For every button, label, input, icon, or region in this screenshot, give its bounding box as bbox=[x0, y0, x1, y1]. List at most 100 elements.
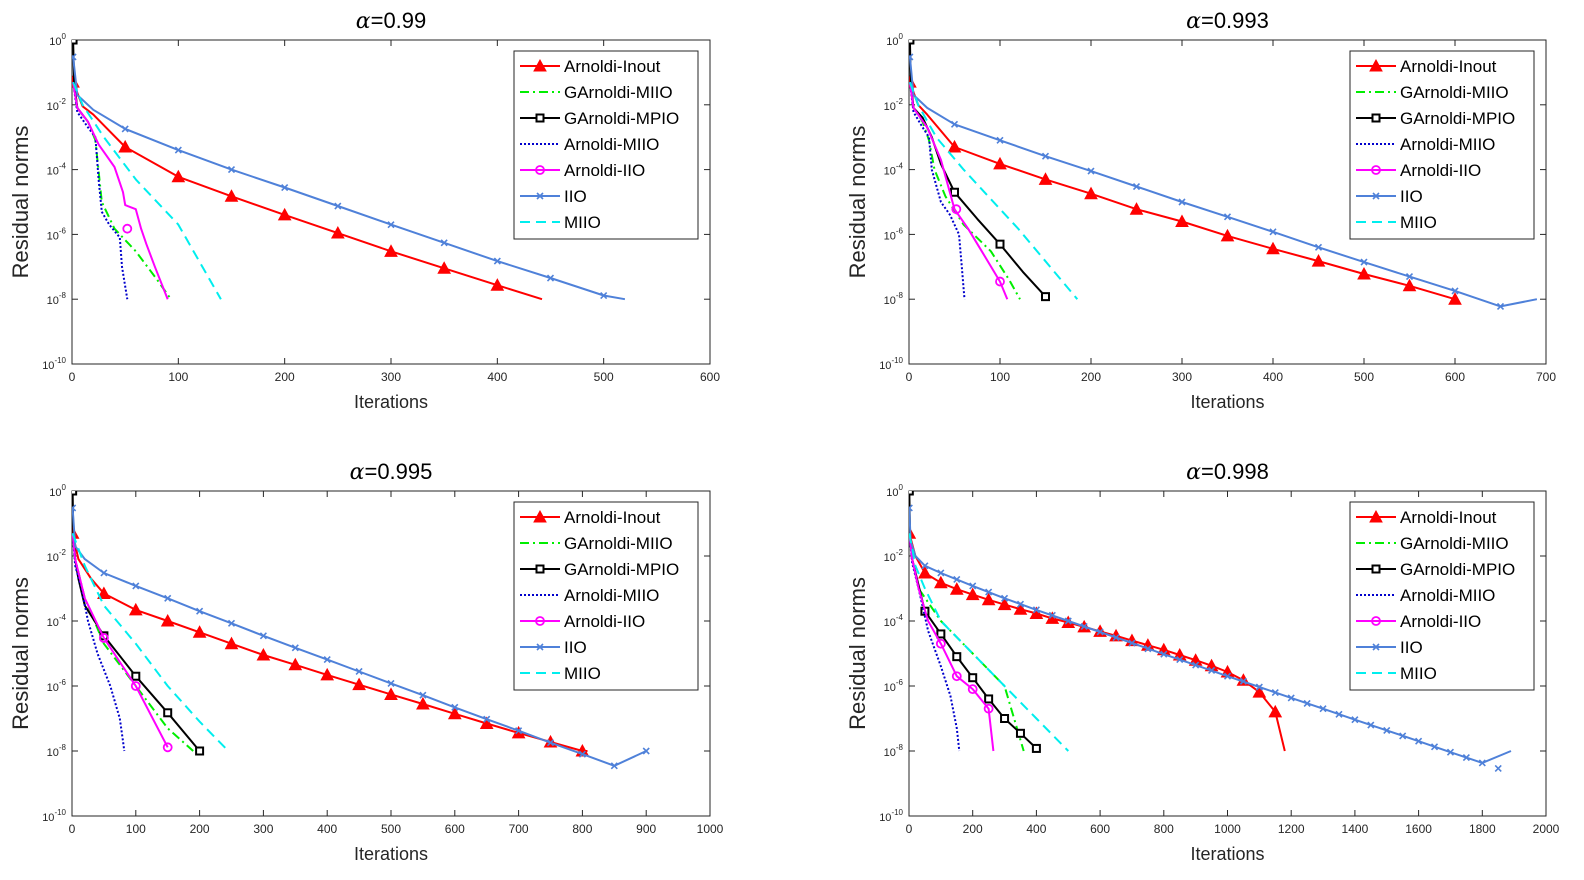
series-marker-iio bbox=[996, 136, 1004, 144]
x-tick-label: 0 bbox=[69, 822, 76, 836]
x-tick-label: 0 bbox=[69, 370, 76, 384]
chart-panel-3: 0 200 400 600 800 1000 1200 1400 1600 1800 2000100… bbox=[845, 459, 1560, 864]
legend-label-arnoldi-miio: Arnoldi-MIIO bbox=[1400, 135, 1495, 154]
x-tick-label: 1400 bbox=[1342, 822, 1369, 836]
series-marker-iio bbox=[440, 239, 448, 247]
series-marker-arnoldi-inout bbox=[192, 625, 207, 638]
series-marker-iio bbox=[100, 569, 108, 577]
x-tick-label: 600 bbox=[445, 822, 465, 836]
series-marker-iio bbox=[1319, 705, 1327, 713]
y-tick-exponent: -6 bbox=[896, 678, 904, 687]
legend-marker-garnoldi-mpio bbox=[535, 113, 545, 123]
series-line-arnoldi-iio bbox=[72, 533, 169, 748]
series-group bbox=[909, 40, 1538, 310]
y-tick-exponent: -6 bbox=[59, 678, 67, 687]
legend-label-arnoldi-miio: Arnoldi-MIIO bbox=[564, 586, 659, 605]
legend-marker-arnoldi-inout bbox=[1369, 58, 1383, 72]
x-tick-label: 200 bbox=[963, 822, 983, 836]
x-tick-label: 1800 bbox=[1469, 822, 1496, 836]
legend-marker-arnoldi-inout bbox=[1369, 509, 1383, 523]
series-line-arnoldi-iio bbox=[72, 82, 169, 300]
y-tick-exponent: -10 bbox=[891, 808, 903, 817]
chart-panel-0: 0 100 200 300 400 500 60010010-210-410-610-810… bbox=[8, 8, 720, 412]
y-tick-base: 10 bbox=[884, 230, 896, 242]
series-marker-iio bbox=[953, 575, 961, 584]
legend-label-miio: MIIO bbox=[1400, 664, 1437, 683]
legend-label-iio: IIO bbox=[1400, 638, 1423, 657]
y-tick-exponent: -8 bbox=[896, 291, 904, 300]
legend: Arnoldi-Inout GArnoldi-MIIO GArnoldi-MPIO A… bbox=[513, 501, 699, 691]
legend-label-arnoldi-iio: Arnoldi-IIO bbox=[1400, 161, 1481, 180]
series-marker-garnoldi-mpio bbox=[72, 491, 78, 496]
series-marker-garnoldi-mpio bbox=[909, 491, 914, 496]
series-marker-arnoldi-inout bbox=[997, 597, 1012, 611]
x-tick-label: 600 bbox=[700, 370, 720, 384]
legend-label-miio: MIIO bbox=[564, 213, 601, 232]
legend-label-garnoldi-mpio: GArnoldi-MPIO bbox=[564, 560, 679, 579]
title-alpha-value: =0.993 bbox=[1201, 8, 1269, 33]
series-marker-arnoldi-inout bbox=[1175, 214, 1189, 228]
series-marker-iio bbox=[291, 644, 299, 652]
series-marker-arnoldi-inout bbox=[330, 226, 345, 239]
series-line-garnoldi-miio bbox=[909, 82, 1021, 300]
x-tick-label: 400 bbox=[1263, 370, 1283, 384]
y-tick-label: 10-8 bbox=[884, 743, 904, 759]
legend-marker-arnoldi-iio bbox=[1371, 616, 1381, 626]
series-group bbox=[909, 491, 1512, 773]
x-tick-label: 800 bbox=[572, 822, 592, 836]
y-tick-base: 10 bbox=[879, 812, 891, 824]
series-marker-iio bbox=[1223, 672, 1232, 680]
series-marker-iio bbox=[387, 221, 395, 229]
y-tick-label: 10-2 bbox=[884, 548, 904, 564]
series-marker-arnoldi-inout bbox=[437, 261, 452, 274]
y-tick-label: 100 bbox=[49, 483, 66, 499]
y-tick-exponent: -8 bbox=[59, 743, 67, 752]
y-tick-exponent: -4 bbox=[896, 613, 904, 622]
y-tick-label: 10-6 bbox=[47, 678, 67, 694]
legend-label-garnoldi-miio: GArnoldi-MIIO bbox=[564, 83, 673, 102]
y-tick-base: 10 bbox=[47, 617, 59, 629]
series-marker-arnoldi-inout bbox=[490, 278, 505, 291]
x-tick-label: 300 bbox=[381, 370, 401, 384]
y-tick-label: 10-2 bbox=[47, 97, 67, 113]
series-marker-garnoldi-mpio bbox=[909, 40, 915, 45]
series-line-miio bbox=[72, 81, 222, 300]
series-line-arnoldi-miio bbox=[909, 82, 966, 300]
series-marker-arnoldi-inout bbox=[1029, 606, 1044, 620]
series-marker-iio bbox=[1223, 213, 1232, 221]
y-tick-exponent: -8 bbox=[59, 291, 67, 300]
y-tick-base: 10 bbox=[42, 812, 54, 824]
x-axis-label: Iterations bbox=[1190, 392, 1264, 412]
series-marker-iio bbox=[1446, 748, 1455, 756]
x-tick-label: 100 bbox=[126, 822, 146, 836]
legend-marker-arnoldi-inout bbox=[533, 58, 547, 72]
series-marker-iio bbox=[1128, 639, 1136, 647]
series-marker-iio bbox=[1496, 302, 1505, 310]
legend: Arnoldi-Inout GArnoldi-MIIO GArnoldi-MPIO A… bbox=[1349, 501, 1535, 691]
series-marker-arnoldi-inout bbox=[128, 602, 143, 616]
series-marker-iio bbox=[1314, 243, 1323, 251]
series-marker-arnoldi-inout bbox=[288, 657, 303, 671]
legend-marker-garnoldi-mpio bbox=[1371, 564, 1381, 574]
series-marker-arnoldi-inout bbox=[947, 139, 962, 153]
y-tick-label: 100 bbox=[886, 32, 903, 48]
series-marker-arnoldi-iio bbox=[983, 703, 994, 714]
title-alpha-value: =0.995 bbox=[364, 459, 432, 484]
y-tick-exponent: -4 bbox=[59, 162, 67, 171]
series-marker-iio bbox=[493, 257, 501, 265]
series-marker-arnoldi-inout bbox=[981, 592, 996, 606]
series-marker-iio bbox=[164, 594, 172, 602]
x-tick-label: 300 bbox=[1172, 370, 1192, 384]
series-marker-arnoldi-inout bbox=[97, 586, 111, 600]
series-marker-arnoldi-inout bbox=[1220, 228, 1235, 242]
legend-marker-iio bbox=[536, 192, 544, 200]
title-alpha-value: =0.998 bbox=[1201, 459, 1269, 484]
series-marker-iio bbox=[72, 504, 77, 512]
chart-panel-2: 0 100 200 300 400 500 600 700 800 900 100010010-21… bbox=[8, 459, 724, 864]
y-axis-label: Residual norms bbox=[8, 577, 33, 730]
series-marker-arnoldi-inout bbox=[447, 706, 462, 720]
series-marker-arnoldi-iio bbox=[967, 684, 978, 695]
x-tick-label: 700 bbox=[1536, 370, 1556, 384]
y-tick-exponent: -10 bbox=[54, 808, 66, 817]
legend-label-arnoldi-inout: Arnoldi-Inout bbox=[564, 57, 661, 76]
